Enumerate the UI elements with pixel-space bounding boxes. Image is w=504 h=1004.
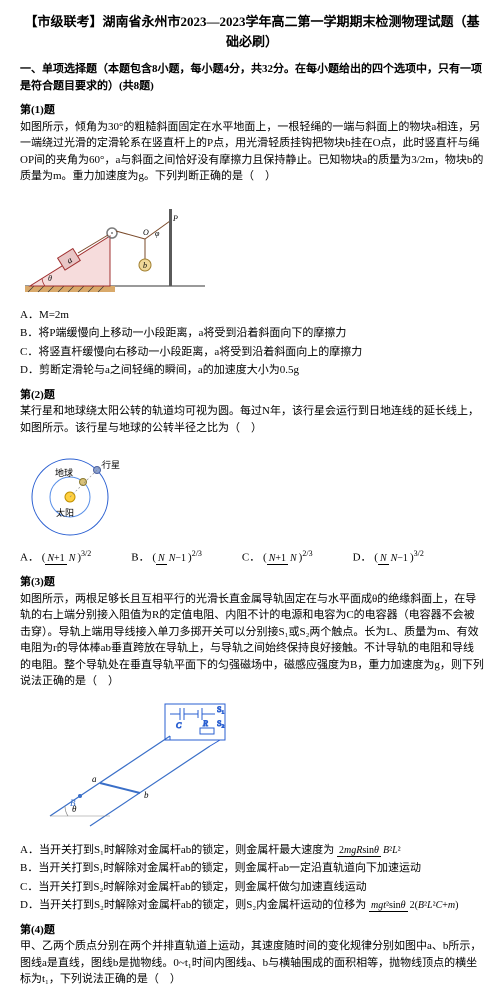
svg-text:O: O	[143, 228, 149, 237]
planet-label: 行星	[102, 459, 120, 470]
q3-optA: A．当开关打到S₁时解除对金属杆ab的锁定，则金属杆最大速度为 2mgRsinθ…	[20, 842, 484, 859]
svg-text:S₂: S₂	[217, 719, 224, 728]
svg-text:θ: θ	[72, 804, 77, 814]
q3-options: A．当开关打到S₁时解除对金属杆ab的锁定，则金属杆最大速度为 2mgRsinθ…	[20, 842, 484, 914]
q1-optD: D．剪断定滑轮与a之间轻绳的瞬间，a的加速度大小为0.5g	[20, 362, 484, 379]
section-heading: 一、单项选择题（本题包含8小题，每小题4分，共32分。在每小题给出的四个选项中，…	[20, 61, 484, 94]
svg-text:a: a	[92, 774, 97, 784]
q1-optA: A．M=2m	[20, 307, 484, 324]
q3-figure: a b B θ C S₁ S₂ R	[20, 696, 484, 836]
earth-label: 地球	[55, 467, 73, 478]
q3-text: 如图所示，两根足够长且互相平行的光滑长直金属导轨固定在与水平面成θ的绝缘斜面上，…	[20, 591, 484, 690]
q2-text: 某行星和地球绕太阳公转的轨道均可视为圆。每过N年，该行星会运行到日地连线的延长线…	[20, 403, 484, 436]
svg-text:φ: φ	[155, 229, 160, 238]
q1-number: 第(1)题	[20, 102, 484, 119]
svg-text:S₁: S₁	[217, 705, 224, 714]
svg-text:R: R	[202, 719, 208, 728]
q3-number: 第(3)题	[20, 574, 484, 591]
q1-optC: C．将竖直杆缓慢向右移动一小段距离，a将受到沿着斜面向上的摩擦力	[20, 344, 484, 361]
svg-text:b: b	[144, 790, 149, 800]
q4-number: 第(4)题	[20, 922, 484, 939]
q4-text: 甲、乙两个质点分别在两个并排直轨道上运动，其速度随时间的变化规律分别如图中a、b…	[20, 938, 484, 988]
svg-text:θ: θ	[48, 274, 52, 283]
q2-options: A． (N+1N)3/2 B． (NN−1)2/3 C． (N+1N)2/3 D…	[20, 548, 484, 566]
q1-text: 如图所示，倾角为30°的粗糙斜面固定在水平地面上，一根轻绳的一端与斜面上的物块a…	[20, 119, 484, 185]
sun-label: 太阳	[56, 507, 74, 518]
q1-optB: B．将P端缓慢向上移动一小段距离，a将受到沿着斜面向下的摩擦力	[20, 325, 484, 342]
q3-optB: B．当开关打到S₁时解除对金属杆ab的锁定，则金属杆ab一定沿直轨道向下加速运动	[20, 860, 484, 877]
q3-optC: C．当开关打到S₂时解除对金属杆ab的锁定，则金属杆做匀加速直线运动	[20, 879, 484, 896]
q2-number: 第(2)题	[20, 387, 484, 404]
q2-figure: 太阳 地球 行星	[20, 442, 484, 542]
q1-figure: a θ O P φ b	[20, 191, 484, 301]
q2-optD: D． (NN−1)3/2	[353, 548, 424, 566]
svg-text:C: C	[176, 721, 182, 730]
q3-optD: D．当开关打到S₂时解除对金属杆ab的锁定，则S₂内金属杆运动的位移为 mgt²…	[20, 897, 484, 914]
q2-optB: B． (NN−1)2/3	[131, 548, 202, 566]
page-title: 【市级联考】湖南省永州市2023—2023学年高二第一学期期末检测物理试题（基础…	[20, 12, 484, 51]
svg-text:P: P	[172, 214, 178, 223]
q2-optA: A． (N+1N)3/2	[20, 548, 91, 566]
q2-optC: C． (N+1N)2/3	[242, 548, 313, 566]
svg-text:b: b	[143, 261, 147, 270]
q1-options: A．M=2m B．将P端缓慢向上移动一小段距离，a将受到沿着斜面向下的摩擦力 C…	[20, 307, 484, 379]
